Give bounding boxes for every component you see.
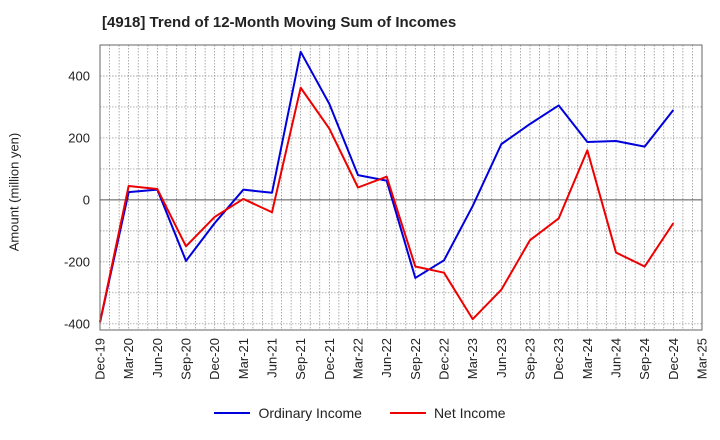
x-tick-label: Mar-24 <box>580 338 595 379</box>
series-line-ordinary-income <box>99 50 675 323</box>
x-tick-label: Dec-21 <box>322 338 337 380</box>
x-tick-label: Sep-23 <box>523 338 538 380</box>
x-tick-label: Dec-19 <box>93 338 108 380</box>
legend-swatch-net-income <box>389 412 426 414</box>
x-tick-label: Jun-22 <box>379 338 394 378</box>
x-tick-label: Jun-23 <box>494 338 509 378</box>
x-tick-label: Mar-20 <box>121 338 136 379</box>
legend-label-ordinary-income: Ordinary Income <box>258 405 362 421</box>
plot-frame <box>99 44 703 331</box>
y-tick-label: 200 <box>68 130 90 145</box>
x-tick-label: Mar-25 <box>695 338 710 379</box>
chart-title: [4918] Trend of 12-Month Moving Sum of I… <box>102 14 457 31</box>
legend-item-net-income: Net Income <box>389 405 506 421</box>
y-tick-label: -400 <box>64 316 90 331</box>
legend-label-net-income: Net Income <box>433 405 506 421</box>
series-layer <box>99 50 675 323</box>
x-tick-label: Jun-20 <box>150 338 165 378</box>
y-tick-label: -200 <box>64 254 90 269</box>
x-tick-label: Mar-23 <box>465 338 480 379</box>
legend-swatch-ordinary-income <box>214 412 251 414</box>
x-tick-label: Mar-21 <box>236 338 251 379</box>
x-tick-label: Sep-21 <box>293 338 308 380</box>
x-tick-label: Dec-24 <box>666 338 681 380</box>
y-tick-label: 400 <box>68 68 90 83</box>
y-tick-labels: -400 -200 0 200 400 <box>64 68 90 331</box>
x-tick-label: Sep-22 <box>408 338 423 380</box>
x-tick-label: Dec-23 <box>551 338 566 380</box>
x-tick-label: Sep-20 <box>179 338 194 380</box>
x-tick-label: Dec-20 <box>207 338 222 380</box>
x-tick-label: Jun-21 <box>265 338 280 378</box>
x-tick-label: Mar-22 <box>351 338 366 379</box>
legend-item-ordinary-income: Ordinary Income <box>214 405 362 421</box>
grid-layer <box>100 45 702 330</box>
y-tick-label: 0 <box>83 192 90 207</box>
series-line-net-income <box>99 86 675 323</box>
legend: Ordinary Income Net Income <box>0 405 720 421</box>
x-tick-label: Sep-24 <box>637 338 652 380</box>
x-tick-label: Jun-24 <box>609 338 624 378</box>
x-tick-labels: Dec-19 Mar-20 Jun-20 Sep-20 Dec-20 Mar-21 Jun-… <box>93 338 710 380</box>
x-tick-label: Dec-22 <box>437 338 452 380</box>
